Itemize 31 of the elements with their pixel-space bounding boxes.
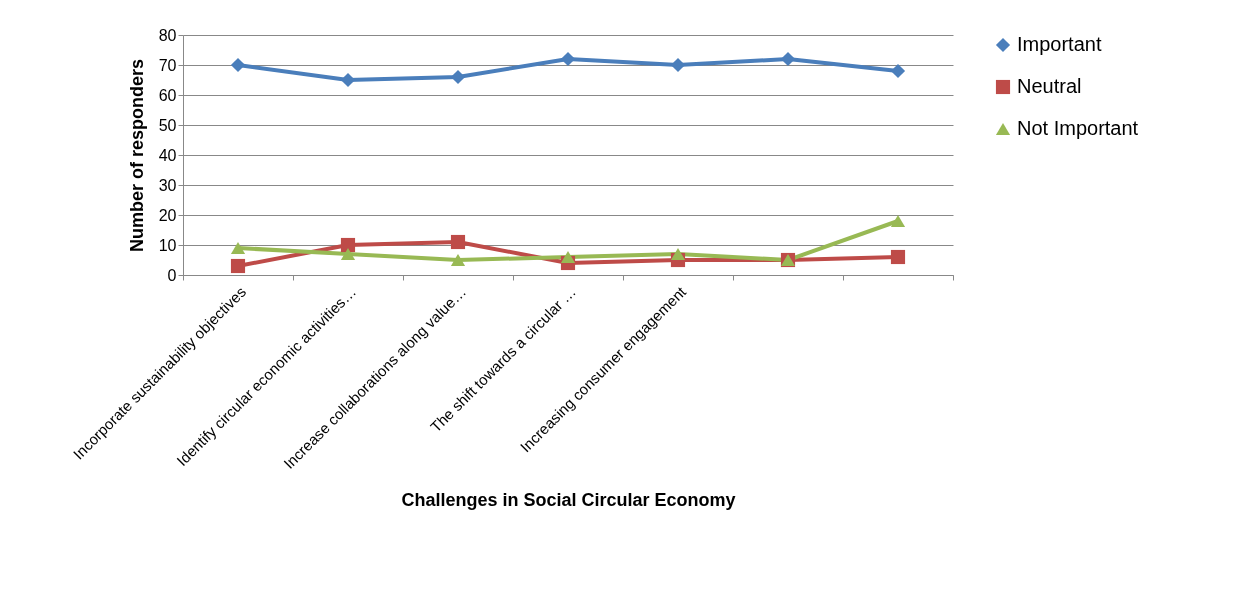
x-axis-title: Challenges in Social Circular Economy (401, 489, 736, 510)
legend-label: Not Important (1017, 117, 1139, 139)
y-tick-label: 30 (158, 176, 177, 194)
y-tick-label: 10 (158, 236, 177, 254)
legend-label: Neutral (1017, 75, 1082, 97)
point (780, 51, 796, 67)
point (560, 51, 576, 67)
point (340, 247, 356, 261)
y-tick-label: 70 (158, 56, 177, 74)
point (340, 72, 356, 88)
y-tick-label: 40 (158, 146, 177, 164)
point (560, 250, 576, 264)
point (340, 237, 356, 253)
point (890, 63, 906, 79)
point (670, 247, 686, 261)
point (230, 241, 246, 255)
point (890, 249, 906, 265)
point (450, 234, 466, 250)
y-tick-label: 20 (158, 206, 177, 224)
y-tick-label: 0 (167, 266, 177, 284)
y-axis-title: Number of responders (126, 58, 147, 253)
point (230, 258, 246, 274)
point (230, 57, 246, 73)
y-tick-label: 60 (158, 86, 177, 104)
y-tick-label: 50 (158, 116, 177, 134)
point (450, 69, 466, 85)
point (450, 253, 466, 267)
point (890, 214, 906, 228)
legend-label: Important (1017, 33, 1102, 55)
point (670, 57, 686, 73)
y-tick-label: 80 (158, 26, 177, 44)
